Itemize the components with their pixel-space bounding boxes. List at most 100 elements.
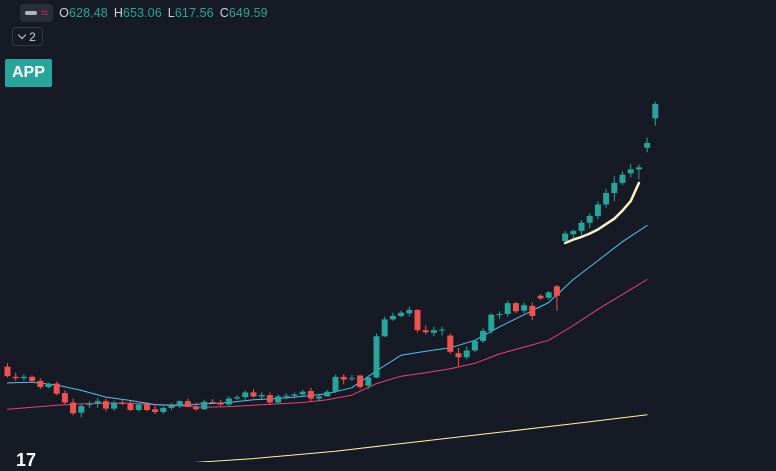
candle-body xyxy=(135,404,142,410)
collapse-indicators-button[interactable]: 2 xyxy=(12,27,43,46)
candle xyxy=(234,395,241,400)
open-label: O xyxy=(59,6,69,20)
candle xyxy=(250,389,257,398)
candle-body xyxy=(521,305,528,311)
legend-row: ≈ O628.48 H653.06 L617.56 C649.59 xyxy=(20,4,268,22)
candle xyxy=(471,339,478,352)
candle-body xyxy=(398,312,405,317)
candle-body xyxy=(562,233,569,241)
candle-body xyxy=(439,329,446,331)
low-label: L xyxy=(167,6,175,20)
candle xyxy=(594,201,601,220)
candle xyxy=(488,313,495,334)
candle xyxy=(619,171,626,185)
indicator-toggle[interactable]: ≈ xyxy=(20,4,54,22)
candle-body xyxy=(29,376,36,381)
moving-averages xyxy=(7,181,648,462)
candle-body xyxy=(332,376,339,392)
candle-body xyxy=(78,405,85,413)
candle-body xyxy=(644,142,651,148)
candle xyxy=(316,395,323,402)
candle-body xyxy=(340,376,347,380)
candle-body xyxy=(193,406,200,410)
ma-cyan-line xyxy=(7,224,648,406)
candle-body xyxy=(45,383,52,387)
candle-body xyxy=(307,391,314,399)
candle xyxy=(512,301,519,314)
candle-body xyxy=(422,330,429,333)
candle xyxy=(20,374,27,381)
candle-body xyxy=(102,401,109,409)
ticker-label: APP xyxy=(5,59,52,87)
candle xyxy=(463,346,470,360)
open-value: 628.48 xyxy=(68,6,108,20)
indicator-wave-icon: ≈ xyxy=(41,5,49,20)
candle xyxy=(168,403,175,410)
candle xyxy=(143,401,150,412)
candle xyxy=(135,403,142,412)
candle xyxy=(357,374,364,390)
candle-body xyxy=(119,402,126,404)
candle-body xyxy=(578,222,585,231)
candle xyxy=(332,374,339,394)
candle-body xyxy=(4,366,11,377)
candle xyxy=(611,176,618,202)
indicator-count: 2 xyxy=(29,29,36,44)
candle-body xyxy=(184,401,191,407)
candle-body xyxy=(570,230,577,235)
candle-body xyxy=(94,401,101,404)
candle-body xyxy=(143,404,150,410)
candle-body xyxy=(201,401,208,410)
visibility-toggle-icon[interactable] xyxy=(25,11,37,15)
candle-body xyxy=(127,403,134,410)
candle xyxy=(603,188,610,208)
candle xyxy=(414,309,421,333)
candle xyxy=(275,394,282,404)
candle xyxy=(635,164,642,180)
candle xyxy=(521,302,528,314)
candle xyxy=(242,390,249,400)
candle xyxy=(225,396,232,406)
candle-body xyxy=(258,395,265,397)
candle-body xyxy=(61,393,68,403)
candle xyxy=(652,101,659,126)
candle-body xyxy=(537,295,544,299)
candle-body xyxy=(225,398,232,405)
candle-body xyxy=(357,375,364,387)
candle xyxy=(209,399,216,404)
candle-body xyxy=(512,303,519,312)
candle xyxy=(152,405,159,415)
candle xyxy=(389,312,396,321)
high-label: H xyxy=(113,6,123,20)
candle-body xyxy=(504,303,511,314)
candle-body xyxy=(70,402,77,414)
candle-body xyxy=(160,407,167,412)
candle-body xyxy=(652,104,659,119)
candle-body xyxy=(414,309,421,331)
candle xyxy=(102,398,109,412)
candle-body xyxy=(299,391,306,395)
candle xyxy=(119,399,126,406)
ma-slow-line xyxy=(194,414,648,462)
candle xyxy=(12,372,19,381)
ma-fast-line xyxy=(563,181,641,245)
candle-body xyxy=(594,204,601,216)
candle-body xyxy=(635,167,642,170)
candle-body xyxy=(168,405,175,408)
candle-body xyxy=(430,330,437,333)
candle xyxy=(586,213,593,229)
candle-body xyxy=(86,403,93,405)
candle xyxy=(562,230,569,243)
candle-body xyxy=(111,402,118,409)
candle-body xyxy=(266,395,273,403)
candle xyxy=(45,382,52,389)
candle xyxy=(217,399,224,406)
candle xyxy=(37,378,44,390)
candle xyxy=(545,291,552,300)
candle xyxy=(422,325,429,335)
candle xyxy=(70,398,77,416)
candle-body xyxy=(586,215,593,223)
candle-body xyxy=(53,383,60,394)
candle xyxy=(480,328,487,344)
